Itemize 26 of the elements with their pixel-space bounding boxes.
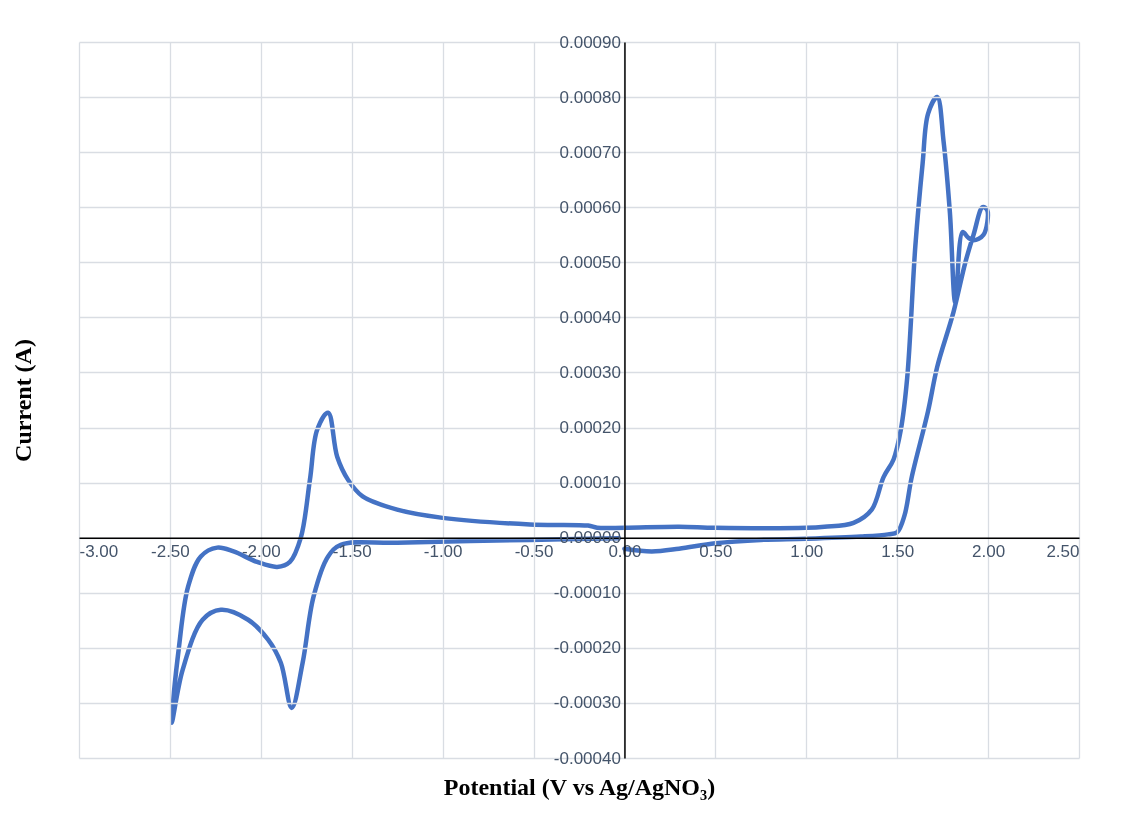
x-axis-title: Potential (V vs Ag/AgNO₃) [443, 773, 716, 800]
y-tick-label: 0.00020 [559, 418, 621, 438]
y-tick-label: 0.00030 [559, 362, 621, 382]
y-tick-label: -0.00030 [553, 693, 621, 713]
x-tick-label: 0.50 [699, 542, 733, 562]
x-tick-label: -0.50 [514, 542, 554, 562]
x-tick-label: -3.00 [79, 542, 119, 562]
x-tick-label: 1.50 [881, 542, 915, 562]
x-tick-label: -2.50 [151, 542, 190, 562]
y-tick-label: 0.00050 [559, 252, 621, 272]
y-tick-label: 0.00040 [559, 307, 621, 327]
y-tick-label: 0.00090 [559, 32, 621, 52]
y-tick-label: 0.00060 [559, 197, 621, 217]
x-tick-label: -2.00 [241, 542, 281, 562]
y-tick-label: 0.00010 [559, 473, 621, 493]
y-axis-title: Current (A) [9, 339, 36, 462]
x-tick-label: -1.00 [423, 542, 463, 562]
x-tick-label: -1.50 [332, 542, 372, 562]
y-tick-label: -0.00010 [553, 583, 621, 603]
y-tick-label: 0.00080 [559, 87, 621, 107]
y-tick-label: -0.00040 [553, 748, 621, 768]
y-tick-label: -0.00020 [553, 638, 621, 658]
x-tick-label: 2.50 [1046, 542, 1080, 562]
x-tick-label: 2.00 [972, 542, 1006, 562]
y-tick-label: 0.00070 [559, 142, 621, 162]
x-tick-label: 1.00 [790, 542, 824, 562]
